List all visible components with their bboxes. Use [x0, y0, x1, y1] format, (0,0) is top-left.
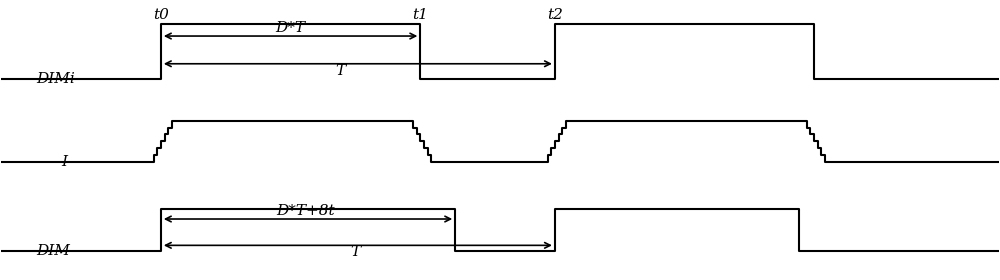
Text: T: T [335, 64, 346, 78]
Text: DIMi: DIMi [36, 72, 75, 86]
Text: I: I [61, 155, 67, 169]
Text: D*T+8t: D*T+8t [276, 204, 335, 218]
Text: D*T: D*T [276, 21, 306, 35]
Text: t1: t1 [412, 8, 428, 22]
Text: T: T [350, 245, 360, 259]
Text: DIM: DIM [36, 244, 70, 258]
Text: t0: t0 [153, 8, 169, 22]
Text: t2: t2 [547, 8, 563, 22]
